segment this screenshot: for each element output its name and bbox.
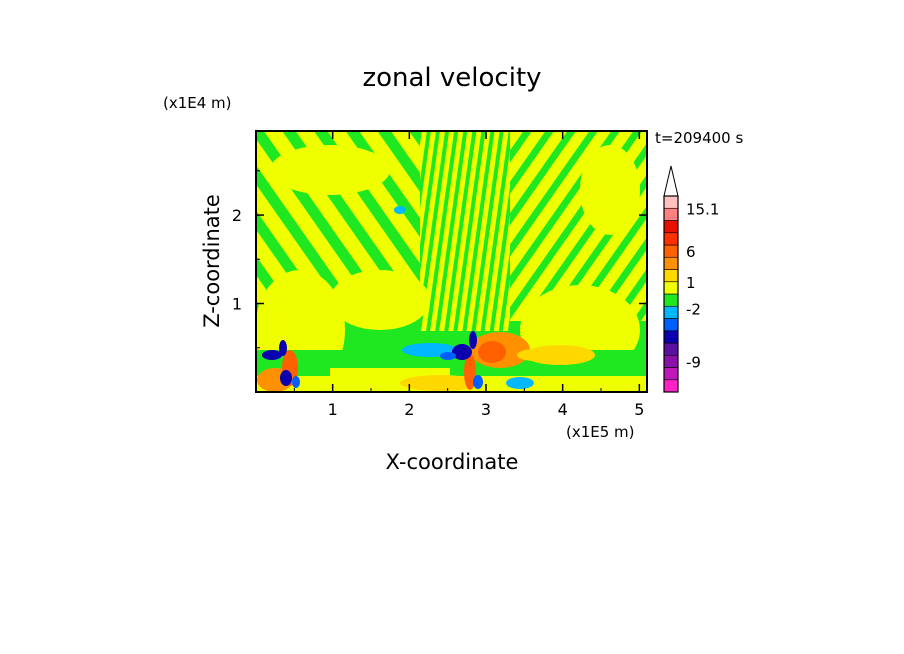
colorbar-swatch	[663, 207, 679, 221]
colorbar-swatch	[663, 293, 679, 307]
colorbar-swatch	[663, 305, 679, 319]
y-axis-label: Z-coordinate	[200, 194, 224, 328]
y-unit-label: (x1E4 m)	[163, 94, 232, 112]
colorbar-swatch	[663, 367, 679, 381]
colorbar-swatch	[663, 318, 679, 332]
x-tick-label: 5	[634, 400, 644, 419]
x-tick-label: 3	[481, 400, 491, 419]
y-tick-label: 1	[232, 295, 242, 314]
plot-frame	[255, 130, 648, 393]
colorbar-swatch	[663, 269, 679, 283]
y-axis-ticks: 12	[232, 170, 647, 349]
colorbar-label: 15.1	[686, 200, 719, 218]
time-label: t=209400 s	[655, 129, 743, 147]
colorbar-label: -2	[686, 301, 701, 319]
colorbar-swatch	[663, 354, 679, 368]
x-tick-label: 4	[558, 400, 568, 419]
colorbar-swatch	[663, 195, 679, 209]
colorbar-swatch	[663, 330, 679, 344]
colorbar-label: 1	[686, 274, 696, 292]
colorbar-swatch	[663, 379, 679, 393]
colorbar-frame	[663, 195, 679, 393]
colorbar: 15.1 6 1 -2 -9	[663, 165, 719, 393]
colorbar-label: 6	[686, 243, 696, 261]
x-unit-label: (x1E5 m)	[566, 423, 635, 441]
contour-field	[256, 131, 647, 392]
colorbar-swatch	[663, 256, 679, 270]
colorbar-swatch	[663, 220, 679, 234]
colorbar-swatch	[663, 232, 679, 246]
colorbar-swatch	[663, 342, 679, 356]
colorbar-swatch	[663, 244, 679, 258]
x-axis-label: X-coordinate	[386, 450, 519, 474]
chart-title: zonal velocity	[362, 63, 541, 93]
colorbar-swatch	[663, 281, 679, 295]
colorbar-label: -9	[686, 353, 701, 371]
colorbar-overflow-arrow	[663, 165, 679, 197]
x-tick-label: 2	[404, 400, 414, 419]
x-axis-ticks: 1 2 3 4 5	[293, 131, 644, 419]
y-tick-label: 2	[232, 206, 242, 225]
x-tick-label: 1	[328, 400, 338, 419]
